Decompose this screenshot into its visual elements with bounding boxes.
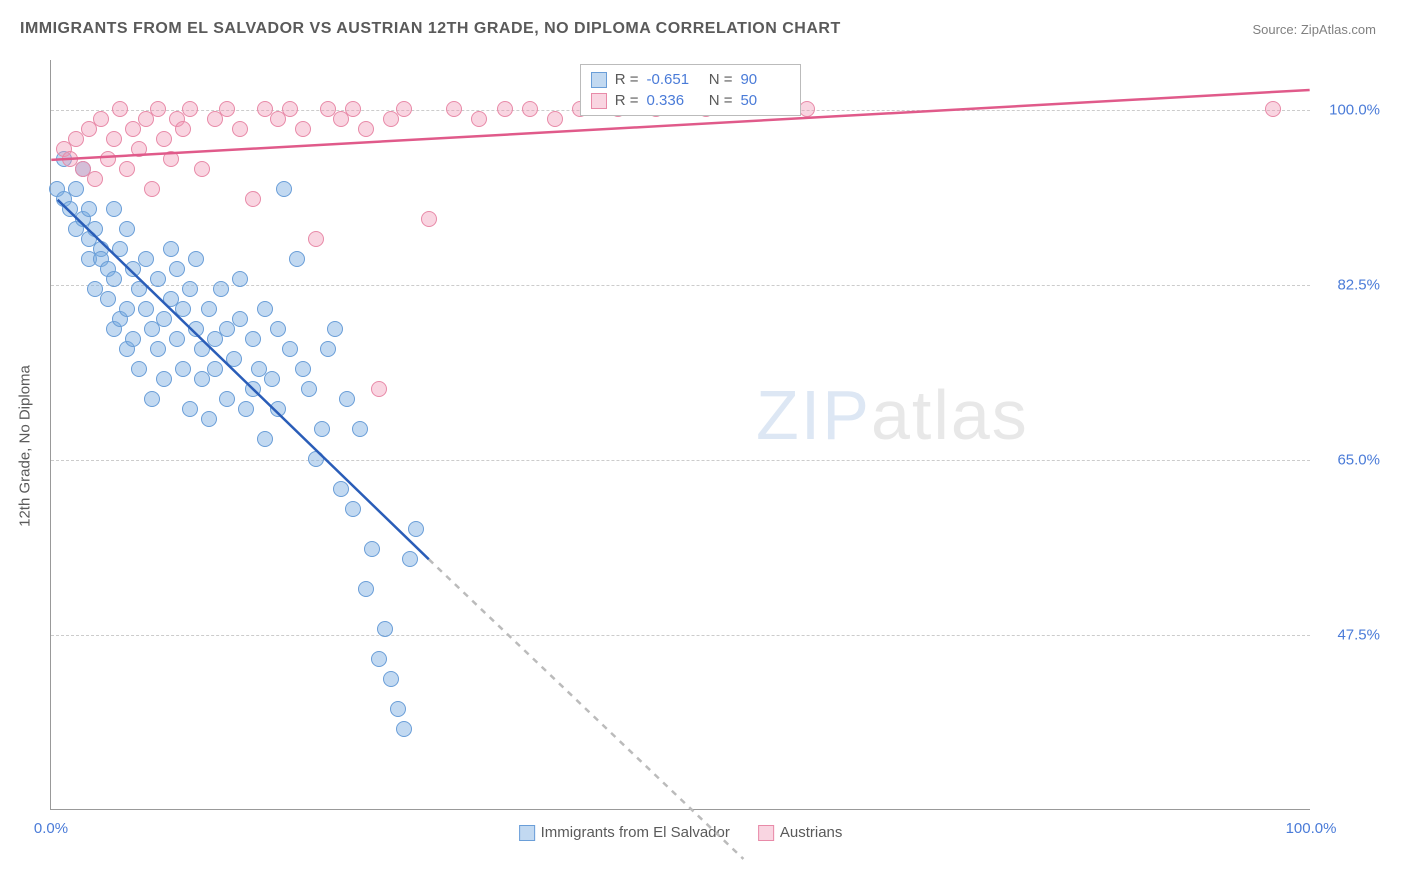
trend-lines-layer xyxy=(51,60,1310,809)
stat-row-series2: R = 0.336 N = 50 xyxy=(591,90,791,111)
legend-label: Austrians xyxy=(780,824,843,841)
stat-r-value-2: 0.336 xyxy=(647,92,697,109)
stat-r-label: R = xyxy=(615,92,639,109)
stat-n-value-2: 50 xyxy=(740,92,790,109)
y-axis-label: 12th Grade, No Diploma xyxy=(17,365,34,527)
stat-n-value-1: 90 xyxy=(740,71,790,88)
stat-row-series1: R = -0.651 N = 90 xyxy=(591,69,791,90)
y-tick-label: 65.0% xyxy=(1337,452,1380,469)
swatch-series1 xyxy=(591,72,607,88)
legend-item: Austrians xyxy=(758,824,843,841)
legend-item: Immigrants from El Salvador xyxy=(519,824,730,841)
source-attribution: Source: ZipAtlas.com xyxy=(1252,22,1376,37)
trend-line xyxy=(429,559,744,859)
stat-n-label: N = xyxy=(705,92,733,109)
x-tick-label: 0.0% xyxy=(34,820,68,837)
source-prefix: Source: xyxy=(1252,22,1300,37)
legend-swatch xyxy=(758,825,774,841)
source-name: ZipAtlas.com xyxy=(1301,22,1376,37)
stat-r-value-1: -0.651 xyxy=(647,71,697,88)
legend-swatch xyxy=(519,825,535,841)
y-tick-label: 100.0% xyxy=(1329,102,1380,119)
chart-title: IMMIGRANTS FROM EL SALVADOR VS AUSTRIAN … xyxy=(20,20,841,38)
stat-r-label: R = xyxy=(615,71,639,88)
x-tick-label: 100.0% xyxy=(1286,820,1337,837)
y-tick-label: 47.5% xyxy=(1337,627,1380,644)
legend-bottom: Immigrants from El Salvador Austrians xyxy=(519,824,843,841)
stat-n-label: N = xyxy=(705,71,733,88)
y-tick-label: 82.5% xyxy=(1337,277,1380,294)
legend-label: Immigrants from El Salvador xyxy=(541,824,730,841)
correlation-stat-box: R = -0.651 N = 90 R = 0.336 N = 50 xyxy=(580,64,802,116)
trend-line xyxy=(58,200,429,560)
swatch-series2 xyxy=(591,93,607,109)
plot-area: ZIPatlas R = -0.651 N = 90 R = 0.336 N =… xyxy=(50,60,1310,810)
